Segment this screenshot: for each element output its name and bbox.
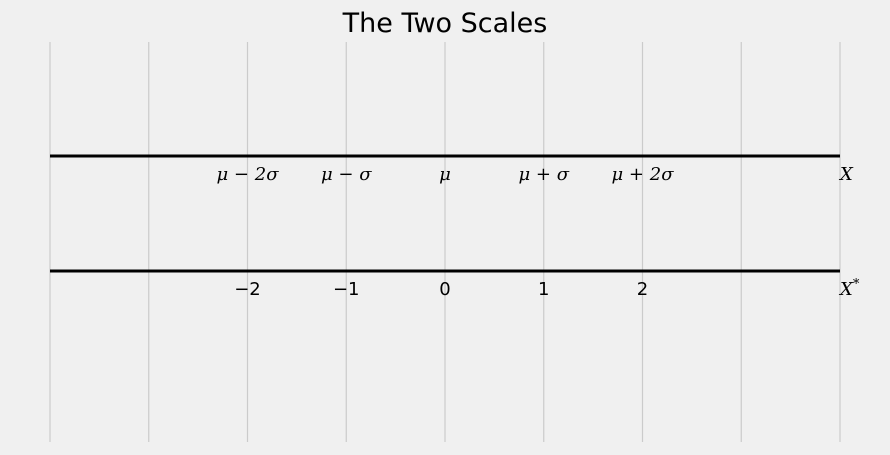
tick-label: 2 (637, 279, 648, 300)
axis-label-2: X* (838, 277, 860, 300)
tick-label: 0 (439, 279, 450, 300)
tick-label: μ − σ (321, 164, 372, 185)
axis-label-1: X (838, 164, 854, 185)
tick-label: μ − 2σ (217, 164, 280, 185)
scale-1: μ − 2σ μ − σ μ μ + σ μ + 2σ X (50, 154, 854, 185)
tick-label: μ + σ (518, 164, 569, 185)
gridlines (49, 42, 841, 442)
tick-label: 1 (538, 279, 549, 300)
chart-title: The Two Scales (342, 8, 548, 39)
tick-label: −2 (234, 279, 261, 300)
tick-label: −1 (333, 279, 360, 300)
scale-2: −2 −1 0 1 2 X* (50, 269, 860, 300)
scales: μ − 2σ μ − σ μ μ + σ μ + 2σ X −2 −1 0 1 2 X* (50, 154, 860, 300)
tick-label: μ + 2σ (612, 164, 675, 185)
tick-label: μ (439, 164, 451, 185)
